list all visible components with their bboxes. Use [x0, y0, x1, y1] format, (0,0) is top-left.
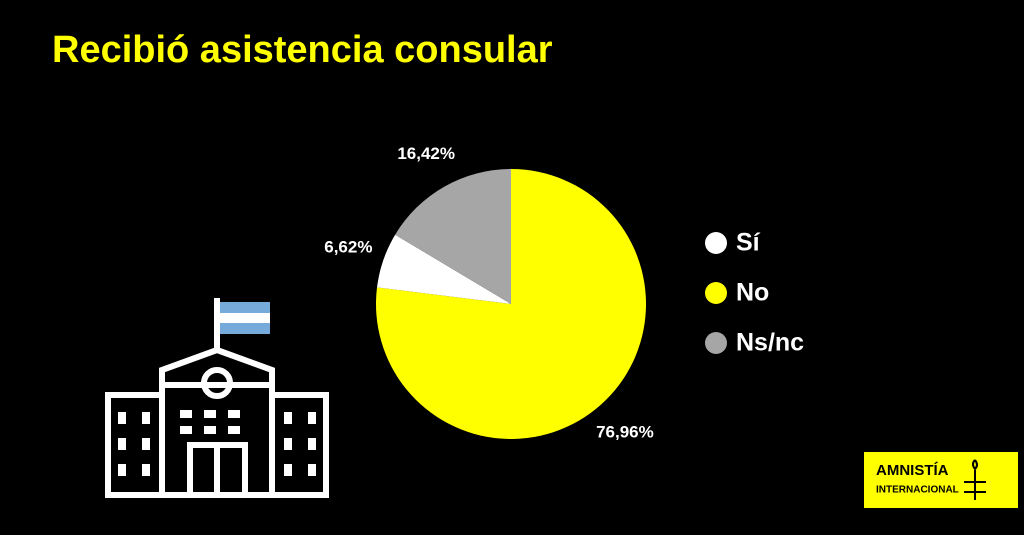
legend-marker [705, 232, 727, 254]
legend-marker [705, 282, 727, 304]
logo-box [864, 452, 1018, 508]
pie-slice [377, 234, 511, 304]
logo-text: INTERNACIONAL [876, 485, 959, 496]
legend-label: Sí [736, 229, 761, 257]
data-label: 6,62% [324, 238, 372, 257]
data-label: 76,96% [596, 422, 654, 441]
chart-title: Recibió asistencia consular [52, 29, 553, 71]
legend-marker [705, 332, 727, 354]
pie-slice [395, 169, 511, 304]
data-label: 16,42% [397, 144, 455, 163]
legend-label: Ns/nc [736, 329, 804, 357]
logo-text: AMNISTÍA [876, 462, 949, 479]
embassy-icon [105, 298, 329, 498]
logo-candle [964, 459, 986, 500]
legend-label: No [736, 279, 769, 307]
